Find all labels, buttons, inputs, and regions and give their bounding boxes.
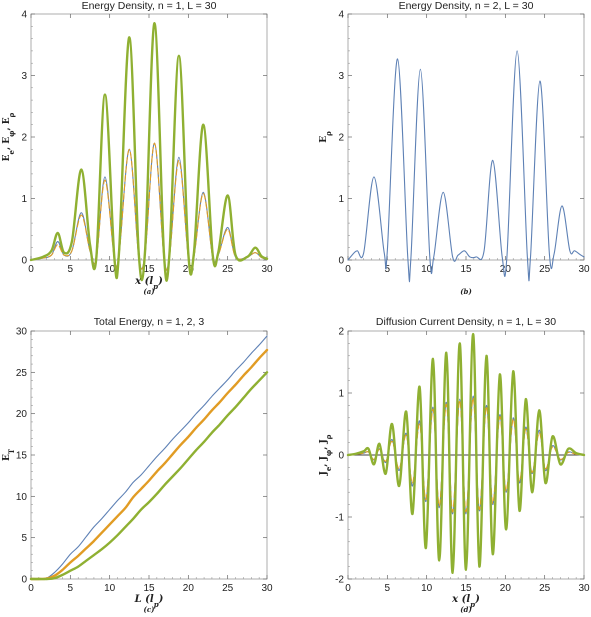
y-tick-label: 20 <box>16 409 28 420</box>
y-axis-label: Ee, Eφ, Eρ <box>2 112 16 161</box>
x-tick-label: 5 <box>68 264 74 275</box>
series-line-1 <box>30 335 268 580</box>
y-tick-label: 1 <box>338 194 344 205</box>
series-line-3 <box>29 371 269 581</box>
x-tick-label: 5 <box>385 264 391 275</box>
y-tick-label: 0 <box>338 256 344 267</box>
x-tick-label: 25 <box>539 264 551 275</box>
panel-sublabel: (a) <box>143 287 154 296</box>
x-tick-label: 25 <box>222 264 234 275</box>
x-tick-label: 15 <box>143 264 155 275</box>
chart-title: Diffusion Current Density, n = 1, L = 30 <box>376 316 556 328</box>
y-tick-label: -1 <box>335 513 344 524</box>
x-tick-label: 0 <box>28 583 34 594</box>
x-tick-label: 15 <box>460 264 472 275</box>
y-tick-label: 5 <box>21 533 27 544</box>
x-tick-label: 30 <box>261 264 273 275</box>
x-tick-label: 25 <box>222 583 234 594</box>
y-axis-label: ET <box>2 448 16 461</box>
y-tick-label: 3 <box>21 71 27 82</box>
x-tick-label: 20 <box>183 264 195 275</box>
y-tick-label: 0 <box>21 575 27 586</box>
x-tick-label: 0 <box>28 264 34 275</box>
x-tick-label: 30 <box>578 264 590 275</box>
x-axis-label: x (lp) <box>134 276 163 291</box>
x-axis-label: x (lp) <box>451 594 480 609</box>
y-tick-label: 30 <box>16 327 28 338</box>
x-tick-label: 10 <box>421 583 433 594</box>
x-tick-label: 0 <box>345 583 351 594</box>
x-tick-label: 20 <box>500 583 512 594</box>
y-axis-label: Eρ <box>319 131 333 143</box>
chart-panel-1: Energy Density, n = 1, L = 300 5 10 15 20 25 3… <box>2 0 273 296</box>
x-tick-label: 20 <box>183 583 195 594</box>
y-tick-label: 1 <box>338 389 344 400</box>
y-tick-label: 2 <box>21 133 27 144</box>
y-tick-label: 1 <box>21 194 27 205</box>
y-tick-label: 0 <box>21 256 27 267</box>
y-tick-label: -2 <box>335 575 344 586</box>
panel-sublabel: (c) <box>144 605 155 614</box>
y-tick-label: 2 <box>338 133 344 144</box>
x-tick-label: 10 <box>421 264 433 275</box>
series-line-3 <box>29 22 269 282</box>
x-tick-label: 25 <box>539 583 551 594</box>
y-tick-label: 3 <box>338 71 344 82</box>
series-line-1 <box>347 50 585 283</box>
chart-title: Energy Density, n = 2, L = 30 <box>399 0 534 12</box>
chart-panel-3: Total Energy, n = 1, 2, 3 0 5 10 15 20 25 30 0 5 1… <box>2 316 273 614</box>
x-tick-label: 10 <box>104 583 116 594</box>
y-tick-label: 15 <box>16 451 28 462</box>
x-tick-label: 5 <box>68 583 74 594</box>
y-tick-label: 2 <box>338 327 344 338</box>
x-tick-label: 15 <box>143 583 155 594</box>
x-tick-label: 15 <box>460 583 472 594</box>
series-line-3 <box>346 332 586 575</box>
series-line-2 <box>30 142 268 271</box>
x-tick-label: 30 <box>578 583 590 594</box>
y-axis-label: Je, Jφ, Jρ <box>319 434 333 476</box>
chart-panel-4: Diffusion Current Density, n = 1, L = 30… <box>319 316 590 614</box>
y-tick-label: 4 <box>338 10 344 21</box>
y-tick-label: 25 <box>16 368 28 379</box>
y-tick-label: 10 <box>16 492 28 503</box>
x-axis-label: L (lp) <box>134 594 164 609</box>
panel-sublabel: (d) <box>460 605 472 614</box>
y-tick-label: 4 <box>21 10 27 21</box>
x-tick-label: 30 <box>261 583 273 594</box>
series-line-2 <box>29 348 269 581</box>
chart-title: Total Energy, n = 1, 2, 3 <box>94 316 205 328</box>
x-tick-label: 5 <box>385 583 391 594</box>
chart-title: Energy Density, n = 1, L = 30 <box>82 0 217 12</box>
panel-sublabel: (b) <box>460 287 472 296</box>
x-tick-label: 0 <box>345 264 351 275</box>
chart-panel-2: Energy Density, n = 2, L = 300 5 10 15 20 25 3… <box>319 0 590 296</box>
y-tick-label: 0 <box>338 451 344 462</box>
x-tick-label: 10 <box>104 264 116 275</box>
